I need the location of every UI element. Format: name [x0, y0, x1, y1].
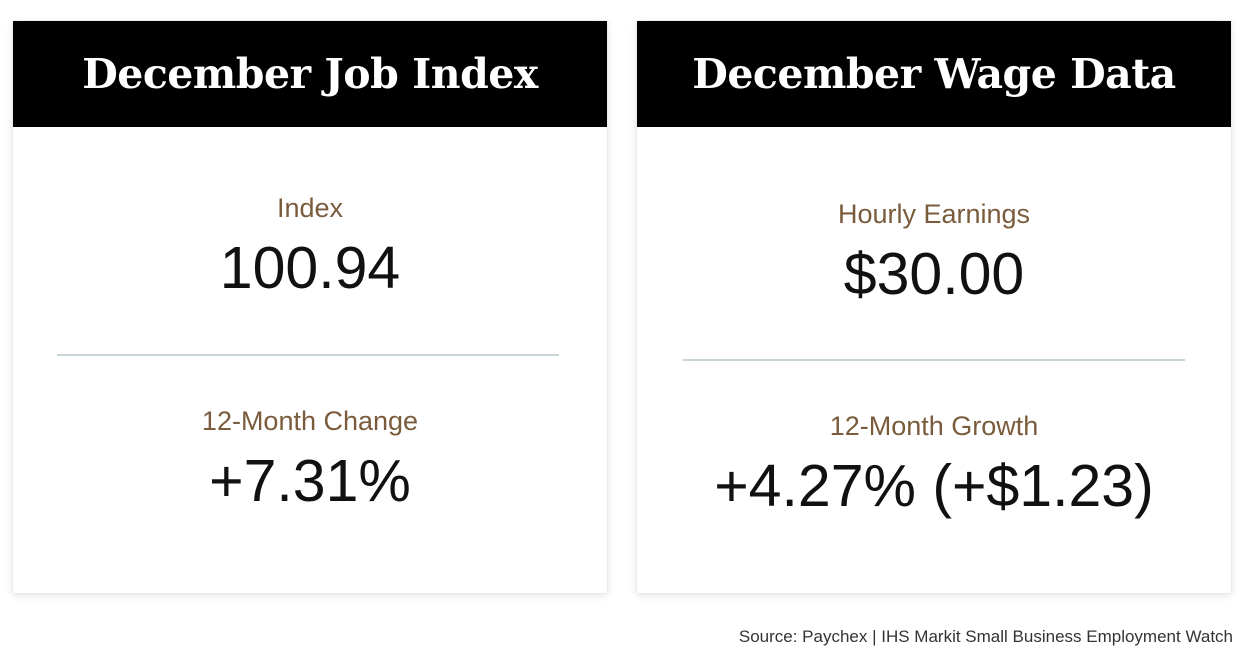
change-metric: 12-Month Change +7.31%	[13, 406, 607, 514]
hourly-earnings-value: $30.00	[843, 241, 1025, 307]
growth-value: +4.27% (+$1.23)	[714, 453, 1154, 519]
job-index-card: December Job Index Index 100.94 12-Month…	[13, 21, 607, 593]
wage-data-card: December Wage Data Hourly Earnings $30.0…	[637, 21, 1231, 593]
index-metric: Index 100.94	[13, 193, 607, 301]
growth-metric: 12-Month Growth +4.27% (+$1.23)	[637, 411, 1231, 519]
change-value: +7.31%	[209, 448, 411, 514]
index-label: Index	[276, 193, 344, 223]
job-card-divider	[57, 354, 559, 356]
hourly-earnings-label: Hourly Earnings	[837, 199, 1031, 229]
index-value: 100.94	[219, 235, 401, 301]
source-caption: Source: Paychex | IHS Markit Small Busin…	[738, 627, 1233, 646]
wage-card-divider	[683, 359, 1185, 361]
wage-data-title: December Wage Data	[637, 21, 1231, 127]
hourly-earnings-metric: Hourly Earnings $30.00	[637, 199, 1231, 307]
change-label: 12-Month Change	[201, 406, 419, 436]
job-index-title: December Job Index	[13, 21, 607, 127]
growth-label: 12-Month Growth	[829, 411, 1039, 441]
